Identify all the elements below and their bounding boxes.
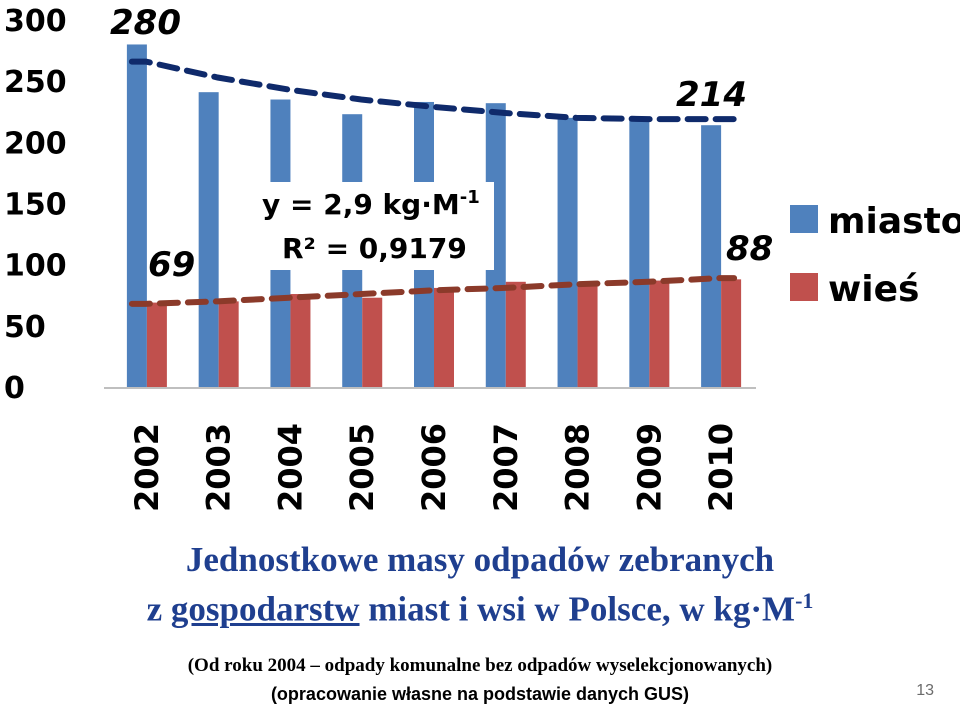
legend-label-miasto: miasto	[828, 201, 960, 242]
bar-wieś-2005	[362, 297, 383, 387]
bar-wieś-2002	[146, 302, 167, 387]
title-line1: Jednostkowe masy odpadów zebranych	[185, 540, 775, 579]
annotation-214: 214	[676, 75, 747, 115]
y-tick-label: 100	[4, 249, 67, 284]
x-tick-label-2008: 2008	[559, 423, 597, 512]
bar-wieś-2003	[218, 301, 239, 387]
trendline-wieś	[128, 275, 738, 307]
x-tick-label-2010: 2010	[702, 423, 740, 512]
bar-wieś-2008	[577, 283, 598, 387]
bar-wieś-2004	[290, 294, 311, 387]
bar-miasto-2003	[198, 92, 219, 387]
title-line2: z gospodarstw miast i wsi w Polsce, w kg…	[146, 588, 814, 629]
bar-miasto-2002	[126, 44, 147, 387]
y-tick-label: 50	[4, 310, 46, 345]
y-tick-label: 300	[4, 4, 67, 39]
legend-swatch-wieś	[790, 273, 818, 301]
y-tick-label: 200	[4, 126, 67, 161]
legend: miasto wieś	[790, 201, 960, 310]
page-number: 13	[916, 682, 934, 699]
x-tick-label-2009: 2009	[630, 423, 668, 512]
trendline-miasto	[128, 58, 738, 123]
bar-miasto-2009	[629, 120, 650, 388]
bar-wieś-2007	[505, 281, 526, 387]
source: (opracowanie własne na podstawie danych …	[270, 684, 690, 704]
note: (Od roku 2004 – odpady komunalne bez odp…	[187, 655, 773, 676]
bar-miasto-2008	[557, 117, 578, 387]
x-tick-label-2004: 2004	[271, 423, 309, 512]
legend-label-wieś: wieś	[828, 269, 919, 310]
x-tick-label-2007: 2007	[487, 423, 525, 512]
y-tick-labels: 0 50 100 150 200 250 300	[4, 4, 67, 406]
title-underlined-word: gospodarstw	[170, 589, 360, 629]
bar-miasto-2010	[701, 125, 722, 387]
regression-equation: y = 2,9 kg·M-1 R² = 0,9179	[248, 182, 494, 270]
x-tick-label-2002: 2002	[128, 423, 166, 512]
bar-miasto-2007	[485, 103, 506, 387]
y-tick-label: 0	[4, 371, 25, 406]
annotations: 280 214 69 88	[110, 3, 773, 285]
bar-wieś-2006	[434, 287, 454, 387]
x-tick-labels: 2002 2003 2004 2005 2006 2007 2008 2009 2010	[128, 423, 740, 512]
equation-box	[248, 182, 494, 270]
x-tick-label-2006: 2006	[415, 423, 453, 512]
x-tick-label-2003: 2003	[200, 423, 238, 512]
y-tick-label: 150	[4, 188, 67, 223]
annotation-280: 280	[110, 3, 181, 43]
y-tick-label: 250	[4, 65, 67, 100]
legend-swatch-miasto	[790, 205, 818, 233]
bar-wieś-2010	[721, 279, 742, 387]
trendlines	[128, 58, 738, 307]
equation-line2: R² = 0,9179	[282, 232, 467, 265]
annotation-88: 88	[726, 229, 773, 269]
equation-line1: y = 2,9 kg·M-1	[262, 187, 480, 221]
bar-wieś-2009	[649, 280, 670, 387]
annotation-69: 69	[148, 245, 195, 285]
x-tick-label-2005: 2005	[343, 423, 381, 512]
